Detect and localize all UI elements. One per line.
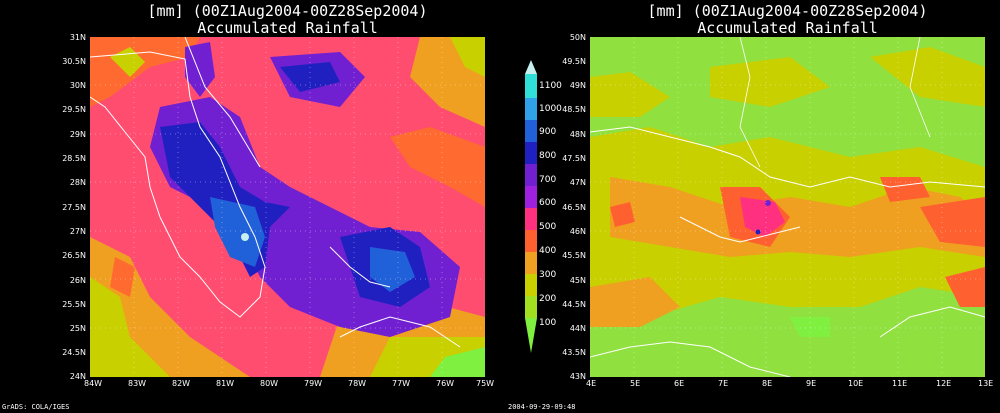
left-y-tick: 30.5N: [62, 57, 86, 66]
right-map-field: [590, 37, 985, 377]
left-y-tick: 24N: [69, 372, 86, 381]
right-y-tick: 44N: [569, 324, 586, 333]
left-x-tick: 77W: [392, 379, 411, 388]
colorbar-label: 800: [539, 151, 557, 161]
right-y-tick: 46N: [569, 227, 586, 236]
left-y-tick: 25.5N: [62, 300, 86, 309]
right-x-tick: 11E: [892, 379, 908, 388]
right-x-tick: 13E: [978, 379, 994, 388]
right-y-tick: 49N: [569, 81, 586, 90]
left-x-tick: 82W: [172, 379, 191, 388]
colorbar-label: 1000: [539, 104, 562, 114]
right-y-tick: 48N: [569, 130, 586, 139]
footer-credit: GrADS: COLA/IGES: [2, 403, 70, 411]
left-x-tick: 84W: [84, 379, 103, 388]
right-x-tick: 4E: [586, 379, 597, 388]
colorbar-label: 900: [539, 127, 557, 137]
colorbar: [525, 60, 537, 353]
left-y-tick: 27.5N: [62, 203, 86, 212]
left-y-tick: 28N: [69, 178, 86, 187]
colorbar-swatches: [525, 60, 537, 353]
left-title: [mm] (00Z1Aug2004-00Z28Sep2004) Accumula…: [90, 3, 485, 37]
left-y-tick: 29.5N: [62, 105, 86, 114]
left-title-line2: Accumulated Rainfall: [197, 19, 378, 37]
right-x-tick: 9E: [806, 379, 817, 388]
left-map[interactable]: [90, 37, 485, 377]
left-y-tick: 28.5N: [62, 154, 86, 163]
colorbar-label: 200: [539, 294, 557, 304]
right-y-tick: 45.5N: [562, 251, 586, 260]
left-y-tick: 24.5N: [62, 348, 86, 357]
colorbar-label: 500: [539, 222, 557, 232]
left-y-tick: 27N: [69, 227, 86, 236]
right-y-tick: 44.5N: [562, 300, 586, 309]
left-y-tick: 26.5N: [62, 251, 86, 260]
footer-timestamp: 2004-09-29-09:48: [508, 403, 576, 411]
right-title: [mm] (00Z1Aug2004-00Z28Sep2004) Accumula…: [590, 3, 985, 37]
colorbar-label: 700: [539, 175, 557, 185]
right-y-tick: 45N: [569, 276, 586, 285]
colorbar-label: 400: [539, 246, 557, 256]
left-y-tick: 30N: [69, 81, 86, 90]
right-x-tick: 10E: [848, 379, 864, 388]
right-title-line1: [mm] (00Z1Aug2004-00Z28Sep2004): [647, 2, 928, 20]
left-x-tick: 78W: [348, 379, 367, 388]
colorbar-label: 600: [539, 198, 557, 208]
right-y-tick: 43N: [569, 372, 586, 381]
right-title-line2: Accumulated Rainfall: [697, 19, 878, 37]
right-y-tick: 47N: [569, 178, 586, 187]
right-y-tick: 48.5N: [562, 105, 586, 114]
right-x-tick: 12E: [936, 379, 952, 388]
right-y-tick: 49.5N: [562, 57, 586, 66]
colorbar-label: 100: [539, 318, 557, 328]
right-y-tick: 43.5N: [562, 348, 586, 357]
right-y-tick: 47.5N: [562, 154, 586, 163]
left-title-line1: [mm] (00Z1Aug2004-00Z28Sep2004): [147, 2, 428, 20]
left-x-tick: 80W: [260, 379, 279, 388]
left-map-field: [90, 37, 485, 377]
colorbar-label: 1100: [539, 81, 562, 91]
left-y-tick: 26N: [69, 276, 86, 285]
right-x-tick: 7E: [718, 379, 729, 388]
left-x-tick: 81W: [216, 379, 235, 388]
left-x-tick: 75W: [476, 379, 495, 388]
left-x-tick: 79W: [304, 379, 323, 388]
right-x-tick: 5E: [630, 379, 641, 388]
right-x-tick: 8E: [762, 379, 773, 388]
left-y-tick: 29N: [69, 130, 86, 139]
left-y-tick: 31N: [69, 33, 86, 42]
left-x-tick: 76W: [436, 379, 455, 388]
left-y-tick: 25N: [69, 324, 86, 333]
right-y-tick: 46.5N: [562, 203, 586, 212]
right-y-tick: 50N: [569, 33, 586, 42]
colorbar-label: 300: [539, 270, 557, 280]
left-x-tick: 83W: [128, 379, 147, 388]
right-x-tick: 6E: [674, 379, 685, 388]
right-map[interactable]: [590, 37, 985, 377]
